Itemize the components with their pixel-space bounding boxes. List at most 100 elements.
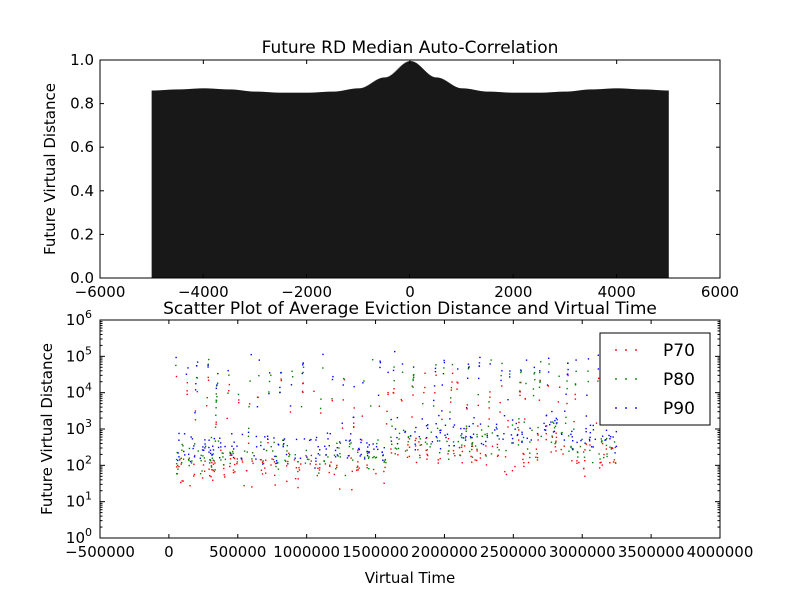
autocorrelation-bar xyxy=(642,89,644,278)
y-tick-label: 0.0 xyxy=(70,269,94,287)
scatter-point-p80 xyxy=(210,465,213,467)
scatter-point-p90 xyxy=(436,440,439,442)
autocorrelation-bar xyxy=(447,82,449,278)
autocorrelation-bar xyxy=(268,92,270,278)
scatter-point-p70 xyxy=(330,461,332,463)
scatter-point-p70 xyxy=(601,442,604,445)
autocorrelation-bar xyxy=(412,61,414,278)
scatter-point-p80 xyxy=(373,455,375,458)
scatter-point-p70 xyxy=(298,469,301,471)
scatter-point-p90 xyxy=(285,453,288,456)
autocorrelation-bar xyxy=(605,88,607,278)
autocorrelation-bar xyxy=(556,91,558,278)
scatter-point-p80 xyxy=(319,463,321,465)
scatter-point-p90 xyxy=(187,453,190,456)
scatter-point-p70 xyxy=(491,445,494,448)
autocorrelation-bar xyxy=(155,90,157,278)
autocorrelation-bar xyxy=(237,89,239,278)
autocorrelation-bar xyxy=(475,90,477,278)
autocorrelation-bar xyxy=(659,90,661,278)
autocorrelation-bar xyxy=(599,89,601,278)
scatter-point-p80 xyxy=(511,424,514,426)
scatter-point-p80 xyxy=(374,457,377,459)
scatter-point-p70 xyxy=(474,459,476,461)
autocorrelation-bar xyxy=(383,77,385,278)
scatter-point-p80 xyxy=(248,427,250,430)
autocorrelation-bar xyxy=(423,70,425,279)
autocorrelation-bar xyxy=(207,88,209,278)
scatter-point-p90 xyxy=(468,425,470,428)
y-tick-label: 105 xyxy=(66,344,92,365)
scatter-point-p90 xyxy=(441,410,443,412)
autocorrelation-bar xyxy=(488,91,490,278)
autocorrelation-bar xyxy=(189,88,191,279)
scatter-point-p80 xyxy=(533,371,536,374)
scatter-point-p80 xyxy=(232,452,234,455)
scatter-point-p90 xyxy=(464,439,467,441)
autocorrelation-bar xyxy=(567,91,569,278)
scatter-point-p70 xyxy=(489,396,491,398)
scatter-point-p80 xyxy=(443,367,445,369)
scatter-point-p80 xyxy=(471,445,473,448)
scatter-point-p90 xyxy=(190,436,192,438)
scatter-point-p70 xyxy=(186,381,189,384)
autocorrelation-bar xyxy=(165,89,167,278)
scatter-point-p70 xyxy=(233,457,236,460)
scatter-point-p80 xyxy=(393,379,395,382)
scatter-point-p70 xyxy=(524,418,526,420)
autocorrelation-bar xyxy=(307,92,309,278)
autocorrelation-bar xyxy=(309,92,311,279)
scatter-point-p80 xyxy=(212,453,215,455)
scatter-point-p80 xyxy=(375,456,378,459)
autocorrelation-bar xyxy=(181,89,183,279)
scatter-point-p80 xyxy=(465,425,468,427)
scatter-point-p80 xyxy=(419,438,421,440)
scatter-point-p80 xyxy=(413,373,415,376)
autocorrelation-bar xyxy=(194,88,196,278)
scatter-point-p80 xyxy=(214,469,216,471)
scatter-point-p80 xyxy=(300,405,303,408)
autocorrelation-bar xyxy=(322,91,324,278)
autocorrelation-bar xyxy=(487,91,489,279)
scatter-point-p80 xyxy=(308,458,310,461)
scatter-point-p80 xyxy=(329,464,331,466)
autocorrelation-bar xyxy=(429,75,431,279)
scatter-point-p90 xyxy=(381,451,383,454)
autocorrelation-bar xyxy=(388,76,390,279)
scatter-point-p80 xyxy=(177,468,179,470)
scatter-point-p80 xyxy=(182,458,185,460)
autocorrelation-bar xyxy=(632,89,634,279)
autocorrelation-bar xyxy=(604,88,606,278)
scatter-point-p90 xyxy=(204,439,206,441)
autocorrelation-bar xyxy=(259,91,261,278)
autocorrelation-bar xyxy=(468,88,470,278)
scatter-point-p70 xyxy=(320,412,322,414)
scatter-point-p70 xyxy=(447,453,449,455)
scatter-point-p90 xyxy=(514,428,516,430)
autocorrelation-bar xyxy=(585,89,587,278)
scatter-point-p80 xyxy=(568,450,570,452)
scatter-point-p70 xyxy=(212,479,214,481)
scatter-point-p70 xyxy=(297,478,299,480)
scatter-point-p80 xyxy=(204,445,207,447)
scatter-point-p80 xyxy=(390,443,393,446)
scatter-point-p70 xyxy=(194,410,197,412)
autocorrelation-bar xyxy=(666,90,668,278)
scatter-point-p70 xyxy=(454,455,456,457)
scatter-point-p70 xyxy=(441,418,443,421)
scatter-point-p90 xyxy=(212,445,214,447)
scatter-point-p80 xyxy=(188,459,190,462)
scatter-point-p80 xyxy=(496,446,499,449)
autocorrelation-bar xyxy=(552,92,554,279)
scatter-point-p90 xyxy=(584,442,586,444)
scatter-point-p70 xyxy=(390,452,393,454)
autocorrelation-bar xyxy=(377,79,379,278)
scatter-point-p90 xyxy=(615,430,618,433)
autocorrelation-bar xyxy=(316,92,318,278)
scatter-point-p90 xyxy=(360,441,362,444)
scatter-point-p70 xyxy=(333,473,336,476)
autocorrelation-bar xyxy=(420,67,422,279)
scatter-point-p90 xyxy=(256,406,259,408)
scatter-point-p80 xyxy=(587,380,589,383)
scatter-point-p70 xyxy=(194,419,197,421)
